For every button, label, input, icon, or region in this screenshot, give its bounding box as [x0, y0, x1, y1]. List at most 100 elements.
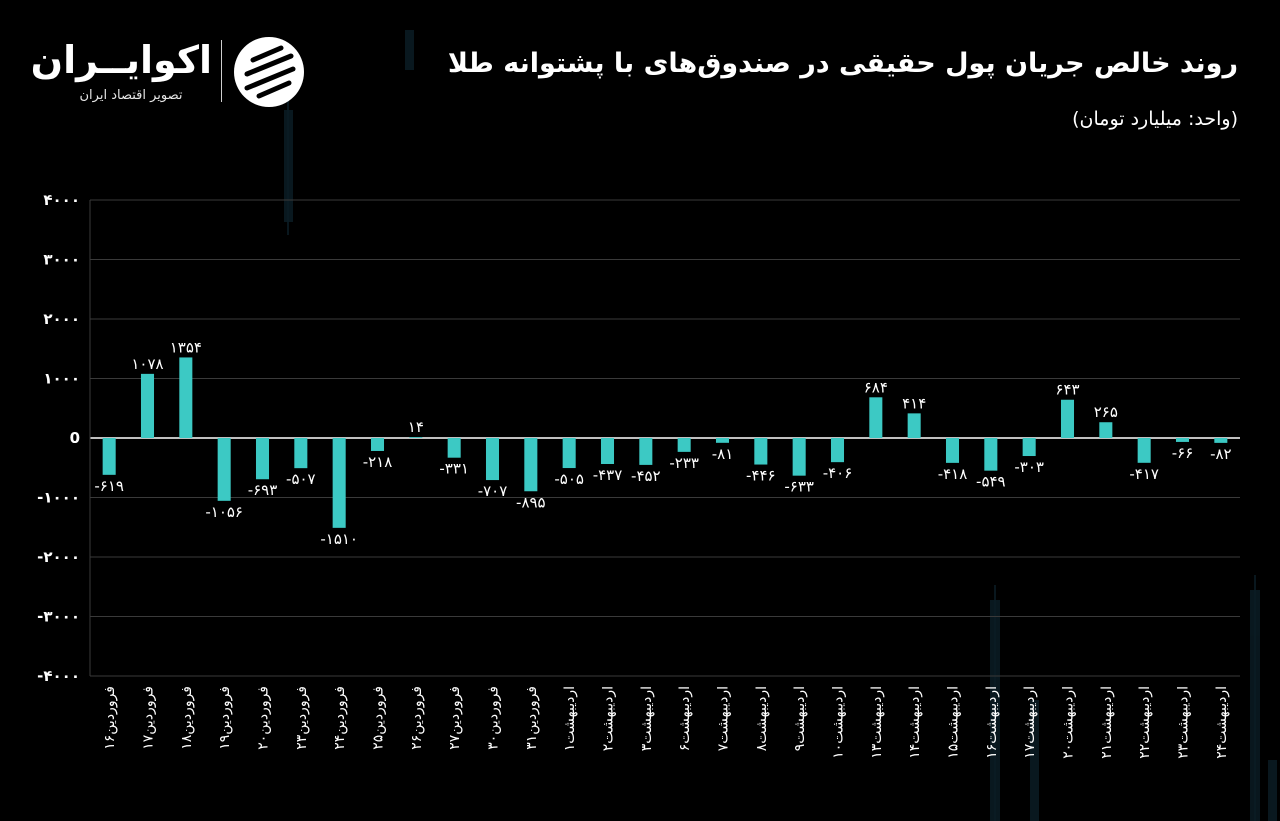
x-tick-label: فروردین۲۶: [409, 686, 425, 750]
bar: [907, 413, 921, 438]
bar: [1214, 438, 1228, 443]
y-tick-label: -۲۰۰۰: [37, 548, 80, 566]
x-tick-label: اردیبهشت۲۳: [1176, 686, 1192, 759]
bar: [945, 438, 960, 463]
x-tick-label: اردیبهشت۶: [677, 686, 693, 751]
data-label: -۳۳۱: [439, 460, 469, 478]
x-tick-label: اردیبهشت۳: [639, 686, 655, 751]
x-tick-label: اردیبهشت۲۴: [1214, 686, 1230, 759]
x-axis-labels: فروردین۱۶ فروردین۱۷ فروردین۱۸ فروردین۱۹ فرور…: [102, 686, 1230, 759]
x-tick-label: اردیبهشت۱۷: [1022, 686, 1038, 759]
x-tick-label: فروردین۳۱: [524, 686, 540, 750]
x-tick-label: فروردین۱۸: [179, 686, 195, 750]
y-tick-label: ۲۰۰۰: [43, 310, 80, 328]
data-label: -۴۱۸: [938, 465, 968, 483]
data-label: -۴۵۲: [631, 467, 661, 485]
bar: [830, 438, 845, 463]
bar: [754, 438, 768, 465]
bar: [524, 438, 538, 492]
x-tick-label: اردیبهشت۲۰: [1061, 686, 1077, 759]
bar: [715, 438, 730, 443]
x-tick-label: اردیبهشت۲۱: [1099, 686, 1115, 759]
data-label: -۲۳۳: [669, 454, 699, 472]
bars: [102, 357, 1228, 528]
bar: [1137, 438, 1151, 463]
x-tick-label: اردیبهشت۲۲: [1137, 686, 1153, 759]
logo-name: اکوایــران: [30, 38, 212, 82]
x-tick-label: فروردین۱۹: [217, 686, 233, 750]
bar: [255, 438, 270, 480]
x-tick-label: فروردین۲۰: [256, 686, 272, 750]
bar: [447, 438, 461, 458]
data-label: -۶۳۳: [784, 478, 814, 496]
data-label: -۸۲: [1210, 445, 1232, 463]
data-label: -۶۱۹: [94, 477, 124, 495]
logo[interactable]: اکوایــران تصویر اقتصاد ایران: [30, 36, 310, 111]
y-tick-label: 0: [70, 429, 80, 447]
logo-mark-icon: [234, 37, 304, 107]
y-tick-label: -۴۰۰۰: [37, 667, 80, 685]
x-tick-label: اردیبهشت۱۳: [869, 686, 885, 759]
data-label: -۴۳۷: [593, 466, 623, 484]
data-label: ۱۳۵۴: [170, 338, 202, 356]
bar: [294, 438, 308, 469]
bar: [1175, 438, 1190, 442]
x-tick-label: فروردین۲۵: [371, 686, 387, 750]
x-tick-label: اردیبهشت۹: [792, 686, 808, 751]
y-tick-label: -۱۰۰۰: [37, 489, 80, 507]
bar: [1060, 399, 1075, 438]
data-label: -۸۱: [712, 445, 734, 463]
chart-title: روند خالص جریان پول حقیقی در صندوق‌های ب…: [447, 48, 1238, 79]
data-label: -۶۶: [1172, 444, 1194, 462]
data-label: -۶۹۳: [248, 481, 278, 499]
data-label: -۱۰۵۶: [205, 503, 243, 521]
data-label: -۷۰۷: [478, 482, 508, 500]
x-tick-label: اردیبهشت۱: [562, 686, 578, 751]
x-tick-label: اردیبهشت۷: [716, 686, 732, 751]
y-tick-label: ۱۰۰۰: [43, 370, 80, 388]
logo-divider: [221, 40, 222, 102]
y-tick-label: ۴۰۰۰: [43, 191, 80, 209]
bar: [332, 438, 346, 528]
y-axis-ticks: ۴۰۰۰ ۳۰۰۰ ۲۰۰۰ ۱۰۰۰ 0 -۱۰۰۰ -۲۰۰۰ -۳۰۰۰ -۴۰۰۰: [37, 191, 80, 685]
data-label: -۲۱۸: [363, 453, 393, 471]
x-tick-label: اردیبهشت۱۴: [907, 686, 923, 759]
grid-lines: [89, 199, 1240, 677]
data-label: -۵۰۵: [554, 470, 584, 488]
data-label: ۶۸۴: [864, 378, 888, 396]
bar: [984, 438, 998, 471]
bar: [1099, 422, 1113, 438]
data-label: ۲۶۵: [1094, 403, 1118, 421]
x-tick-label: اردیبهشت۲: [601, 686, 617, 751]
data-label: -۴۴۶: [746, 467, 776, 485]
bar: [485, 438, 500, 481]
data-label: ۶۴۳: [1055, 381, 1079, 399]
data-label: -۴۰۶: [823, 464, 853, 482]
logo-tagline: تصویر اقتصاد ایران: [79, 88, 183, 103]
x-tick-label: اردیبهشت۸: [754, 686, 770, 751]
bar: [409, 437, 423, 438]
y-tick-label: ۳۰۰۰: [43, 251, 80, 269]
bar: [217, 438, 231, 501]
x-tick-label: فروردین۲۳: [294, 686, 310, 750]
bar: [600, 438, 615, 465]
x-tick-label: فروردین۲۷: [447, 686, 463, 750]
bar: [677, 438, 691, 452]
data-label: -۵۴۹: [976, 473, 1006, 491]
data-label: -۱۵۱۰: [320, 530, 358, 548]
y-tick-label: -۳۰۰۰: [37, 608, 80, 626]
chart-subtitle: (واحد: میلیارد تومان): [1072, 108, 1238, 130]
bar: [179, 357, 193, 438]
bar: [1022, 438, 1036, 457]
bar: [370, 438, 385, 451]
x-tick-label: فروردین۲۴: [332, 686, 348, 750]
data-labels: -۶۱۹ ۱۰۷۸ ۱۳۵۴ -۱۰۵۶ -۶۹۳ -۵۰۷ -۱۵۱۰ -۲۱۸ ۱۴ -۳۳۱…: [94, 338, 1231, 547]
data-label: -۴۱۷: [1129, 465, 1159, 483]
bar: [140, 373, 155, 438]
data-label: ۱۴: [408, 418, 424, 436]
x-tick-label: اردیبهشت۱۰: [831, 686, 847, 759]
bar: [869, 397, 883, 438]
data-label: -۵۰۷: [286, 470, 316, 488]
